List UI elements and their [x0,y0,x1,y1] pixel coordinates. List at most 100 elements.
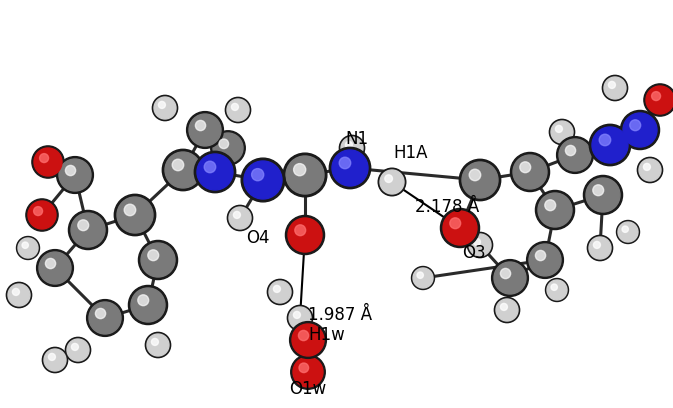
Circle shape [244,161,282,199]
Circle shape [329,147,371,188]
Circle shape [536,191,575,230]
Circle shape [651,92,661,100]
Circle shape [12,288,20,295]
Circle shape [145,333,171,358]
Circle shape [252,169,264,181]
Circle shape [213,133,243,163]
Circle shape [380,170,404,194]
Circle shape [513,155,547,189]
Circle shape [450,218,461,228]
Circle shape [639,159,661,181]
Circle shape [65,165,75,175]
Circle shape [332,150,368,186]
Circle shape [555,125,563,133]
Circle shape [588,235,612,261]
Circle shape [469,234,491,256]
Circle shape [298,330,309,341]
Circle shape [227,99,249,121]
Circle shape [551,121,573,143]
Circle shape [551,284,557,290]
Circle shape [57,157,94,193]
Circle shape [59,159,91,191]
Circle shape [385,175,392,182]
Circle shape [293,311,300,318]
Circle shape [295,225,306,236]
Circle shape [227,205,252,231]
Text: O1w: O1w [289,380,326,398]
Text: O3: O3 [462,244,486,262]
Circle shape [48,353,55,360]
Circle shape [339,157,351,169]
Circle shape [225,98,250,123]
Circle shape [590,124,631,166]
Circle shape [114,194,155,236]
Circle shape [559,139,591,171]
Text: O4: O4 [246,229,270,247]
Circle shape [538,193,572,227]
Circle shape [89,302,121,334]
Circle shape [289,322,326,358]
Circle shape [158,102,166,109]
Circle shape [283,153,327,197]
Circle shape [219,139,229,149]
Circle shape [42,347,68,373]
Circle shape [131,288,165,322]
Circle shape [646,86,673,114]
Circle shape [526,242,563,278]
Circle shape [211,131,245,165]
Circle shape [36,250,73,286]
Circle shape [288,218,322,252]
Circle shape [234,211,240,218]
Circle shape [496,299,518,321]
Circle shape [549,120,575,145]
Text: 1.987 Å: 1.987 Å [308,306,372,324]
Text: N1: N1 [345,130,368,148]
Circle shape [299,363,309,373]
Circle shape [269,281,291,303]
Circle shape [8,284,30,306]
Circle shape [69,211,108,250]
Circle shape [644,84,673,116]
Circle shape [78,220,89,231]
Circle shape [440,208,480,248]
Circle shape [622,226,629,233]
Circle shape [417,272,423,278]
Circle shape [494,262,526,294]
Circle shape [6,282,32,308]
Circle shape [291,355,325,389]
Circle shape [273,286,281,293]
Circle shape [45,258,56,268]
Circle shape [186,112,223,149]
Circle shape [557,137,594,173]
Circle shape [510,153,550,191]
Circle shape [17,237,40,259]
Text: 2.178 Å: 2.178 Å [415,198,479,216]
Circle shape [232,103,238,111]
Circle shape [34,148,62,176]
Circle shape [141,243,175,277]
Circle shape [286,156,324,194]
Circle shape [608,82,615,89]
Circle shape [501,268,511,279]
Circle shape [637,157,663,183]
Circle shape [71,213,105,247]
Circle shape [32,146,64,178]
Circle shape [129,286,168,324]
Circle shape [501,304,507,310]
Circle shape [189,114,221,146]
Circle shape [117,197,153,233]
Circle shape [139,240,178,279]
Circle shape [378,168,406,196]
Circle shape [26,199,58,231]
Circle shape [148,250,159,261]
Circle shape [413,268,433,288]
Circle shape [287,305,313,330]
Circle shape [593,185,604,196]
Circle shape [630,120,641,131]
Circle shape [443,211,477,245]
Circle shape [618,222,638,242]
Circle shape [22,242,28,248]
Circle shape [536,251,546,261]
Circle shape [592,127,628,163]
Circle shape [616,220,639,244]
